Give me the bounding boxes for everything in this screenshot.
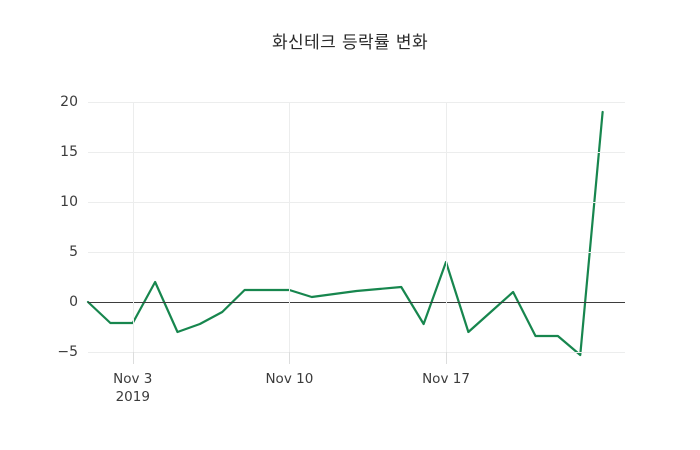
plot-area <box>86 102 625 357</box>
x-axis-tick-label: Nov 3 2019 <box>113 370 152 406</box>
x-axis-tick-mark <box>132 352 134 364</box>
gridline-vertical <box>446 102 447 352</box>
x-axis-tick-mark <box>446 352 447 364</box>
gridline-horizontal <box>88 102 625 103</box>
y-axis-tick-label: 10 <box>60 194 78 210</box>
y-axis-tick-label: 5 <box>69 244 78 260</box>
x-axis-tick-mark <box>289 352 291 364</box>
gridline-horizontal <box>88 352 625 353</box>
x-axis-tick-label: Nov 17 <box>422 370 470 388</box>
x-axis-tick-label-date: Nov 3 <box>113 371 153 387</box>
gridline-horizontal <box>88 252 625 253</box>
y-axis-tick-label: −5 <box>57 344 78 360</box>
chart-title: 화신테크 등락률 변화 <box>272 33 428 53</box>
gridline-vertical <box>132 102 134 352</box>
gridline-horizontal <box>88 202 625 203</box>
gridline-horizontal <box>88 152 625 153</box>
x-axis-tick-label-date: Nov 17 <box>422 371 470 387</box>
gridline-vertical <box>289 102 291 352</box>
x-axis-tick-label-date: Nov 10 <box>265 371 314 387</box>
y-axis-tick-label: 15 <box>60 144 78 160</box>
y-axis-tick-label: 0 <box>69 294 78 310</box>
x-axis-tick-label: Nov 10 <box>265 370 313 388</box>
zero-baseline <box>88 302 625 303</box>
series-line <box>86 110 604 357</box>
x-axis-tick-label-year: 2019 <box>115 389 150 406</box>
y-axis-tick-label: 20 <box>60 94 78 110</box>
